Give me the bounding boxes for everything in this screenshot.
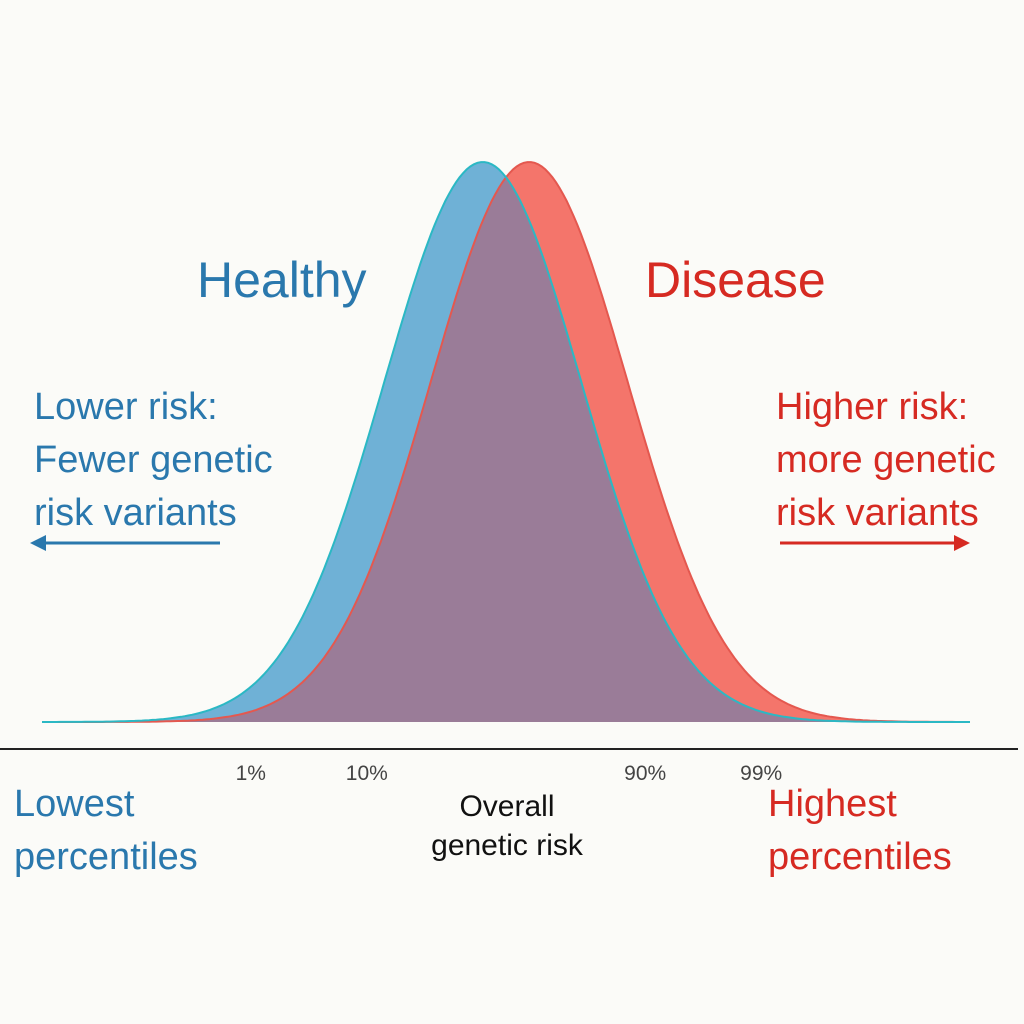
axis-end-line: Lowest	[14, 783, 135, 825]
percentile-tick-label: 10%	[346, 762, 388, 785]
lowest-percentiles-label: Lowest percentiles	[14, 778, 198, 884]
left-arrow	[30, 535, 220, 551]
healthy-label: Healthy	[197, 252, 367, 308]
x-axis-title: Overall genetic risk	[431, 787, 583, 865]
lower-risk-line: Fewer genetic	[34, 439, 273, 481]
percentile-tick-label: 99%	[740, 762, 782, 785]
higher-risk-note: Higher risk: more genetic risk variants	[776, 386, 996, 545]
highest-percentiles-label: Highest percentiles	[768, 778, 952, 884]
overlap-area	[42, 177, 970, 723]
distribution-curves	[42, 161, 970, 723]
axis-end-line: percentiles	[768, 836, 952, 879]
right-arrow	[780, 535, 970, 551]
axis-end-line: percentiles	[14, 836, 198, 879]
lower-risk-line: Lower risk:	[34, 386, 218, 428]
higher-risk-line: risk variants	[776, 492, 979, 534]
higher-risk-line: Higher risk:	[776, 386, 969, 428]
percentile-tick-label: 90%	[624, 762, 666, 785]
percentile-tick-label: 1%	[236, 762, 266, 785]
lower-risk-line: risk variants	[34, 492, 237, 534]
disease-label: Disease	[645, 252, 826, 308]
healthy-distribution-line	[42, 161, 970, 723]
axis-end-line: Highest	[768, 783, 897, 825]
x-axis-title-line: genetic risk	[431, 829, 583, 862]
percentile-ticks: 1% 10% 90% 99%	[236, 762, 783, 785]
lower-risk-note: Lower risk: Fewer genetic risk variants	[34, 386, 273, 545]
x-axis-title-line: Overall	[459, 790, 555, 823]
higher-risk-line: more genetic	[776, 439, 996, 481]
